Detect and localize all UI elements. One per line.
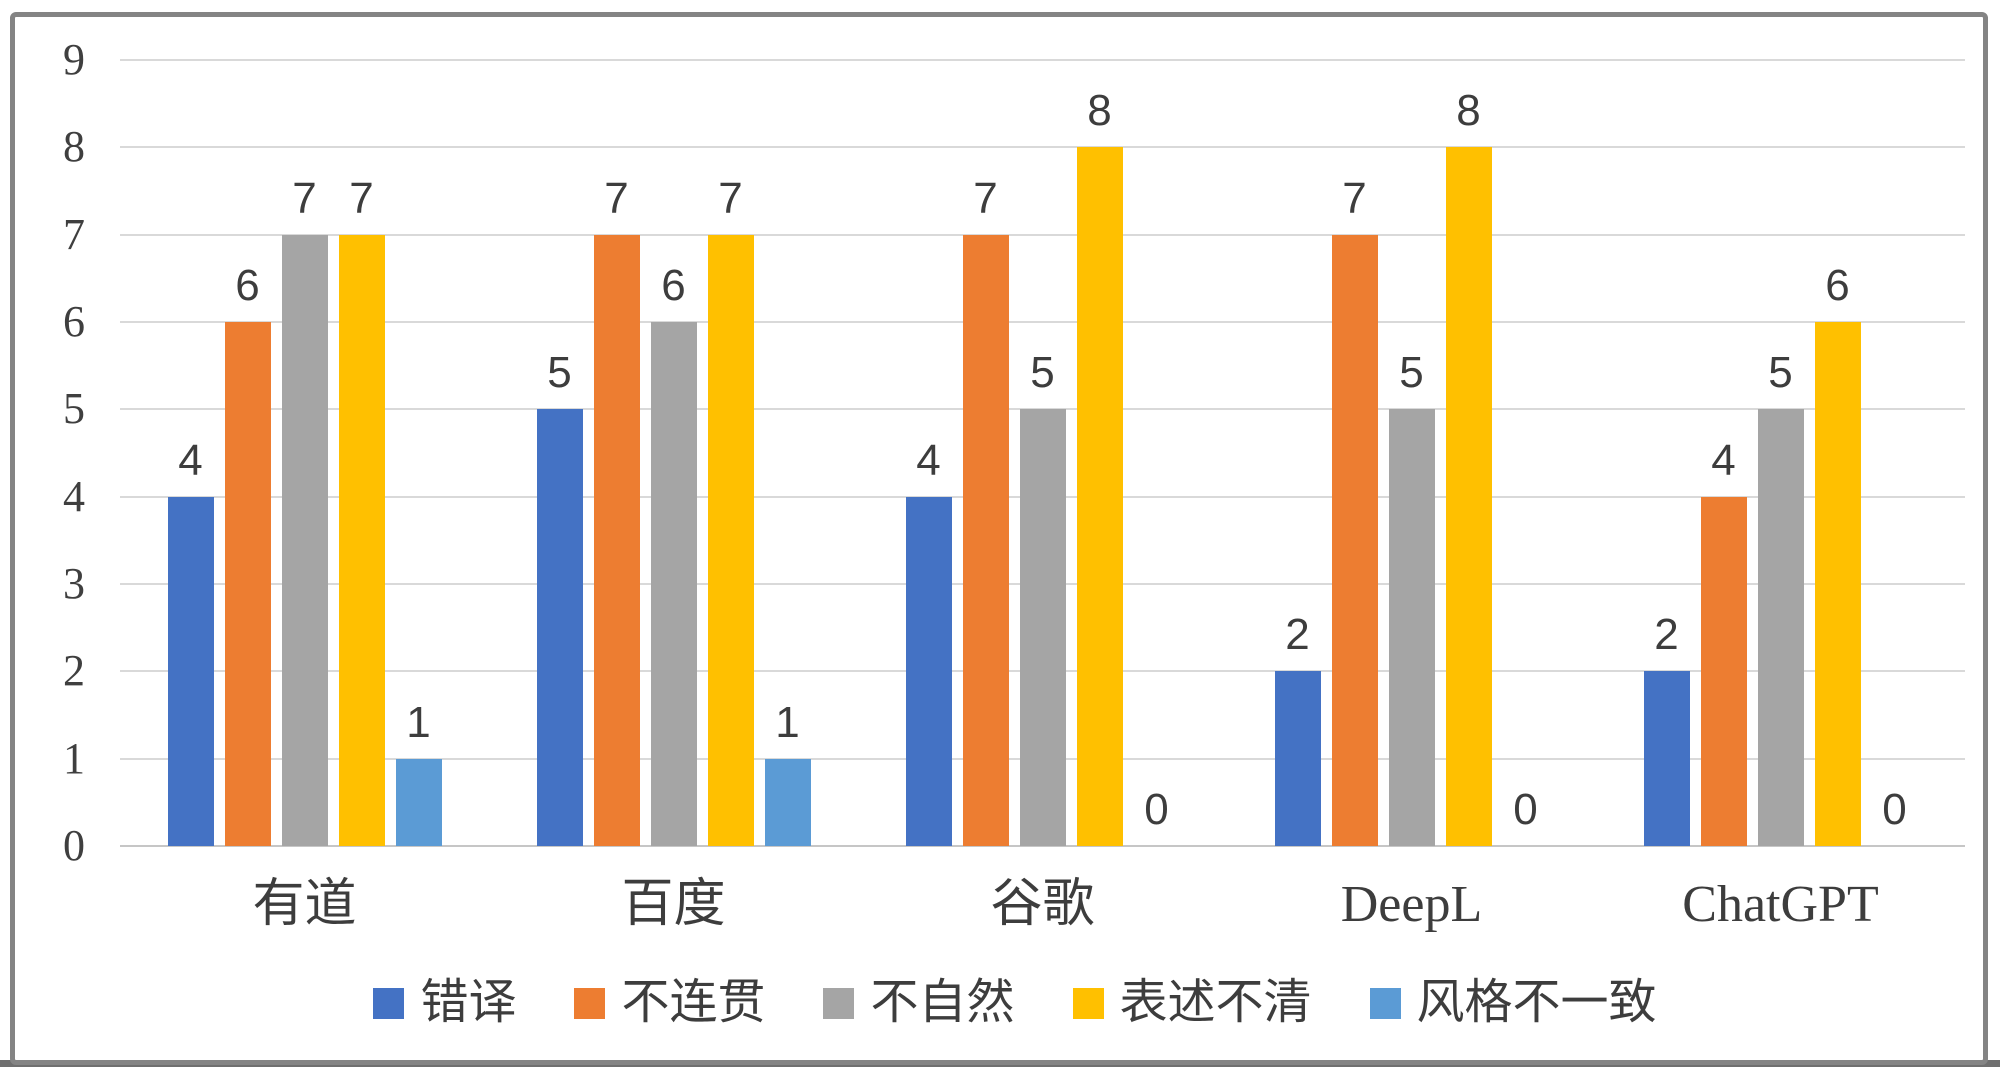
bar [1388, 409, 1435, 846]
gridline [120, 408, 1965, 411]
gridline [120, 321, 1965, 323]
y-axis-tick-label: 8 [63, 122, 85, 172]
bar-value-label: 1 [775, 697, 800, 747]
bar-value-label: 1 [406, 697, 431, 747]
legend-label: 错译 [420, 976, 517, 1029]
bar-value-label: 0 [1882, 785, 1907, 834]
bar [593, 234, 640, 846]
y-axis-tick-label: 7 [63, 209, 85, 259]
bar-value-label: 7 [718, 173, 743, 223]
legend-swatch-icon [1072, 987, 1104, 1019]
gridline [120, 233, 1965, 236]
y-axis-tick-label: 2 [63, 646, 85, 696]
gridline [120, 59, 1965, 61]
bar [1814, 322, 1861, 846]
bar-value-label: 7 [604, 173, 629, 223]
bar-value-label: 8 [1087, 86, 1112, 136]
bar [1331, 234, 1378, 846]
y-axis-tick-label: 1 [63, 733, 85, 783]
legend-swatch-icon [574, 987, 606, 1019]
bar-group: 2 7 5 8 0 [1227, 60, 1596, 846]
bar-value-label: 5 [1768, 348, 1793, 398]
category-label: 有道 [252, 876, 357, 933]
y-axis-tick-label: 5 [63, 384, 85, 434]
bar [764, 758, 811, 846]
bar-value-label: 2 [1285, 610, 1310, 660]
bar-value-label: 7 [973, 173, 998, 223]
legend-label: 表述不清 [1119, 976, 1312, 1029]
bar-value-label: 6 [235, 261, 260, 310]
legend-item: 风格不一致 [1369, 976, 1657, 1029]
legend-swatch-icon [373, 987, 405, 1019]
category-label: ChatGPT [1682, 876, 1879, 933]
bar [1019, 409, 1066, 846]
legend-swatch-icon [1369, 987, 1401, 1019]
legend: 错译 不连贯 不自然 表述不清 风格不一致 [30, 967, 2000, 1039]
legend-item: 不连贯 [574, 979, 765, 1027]
bar [536, 409, 583, 846]
bar [1700, 496, 1747, 846]
bar [1076, 147, 1123, 846]
bar [962, 234, 1009, 846]
y-axis-tick-label: 0 [63, 821, 85, 870]
bar-value-label: 4 [178, 435, 203, 485]
legend-label: 不自然 [870, 976, 1015, 1029]
bar-value-label: 5 [1030, 348, 1055, 398]
bar-value-label: 7 [1342, 173, 1367, 223]
bar [707, 234, 754, 846]
bar [1274, 671, 1321, 846]
category-label: DeepL [1340, 876, 1483, 933]
y-axis-tick-label: 4 [63, 471, 85, 521]
bar [1643, 671, 1690, 846]
category-label: 谷歌 [990, 876, 1095, 933]
bar-group: 4 7 5 8 0 [858, 60, 1227, 846]
y-axis-tick-label: 3 [63, 559, 85, 608]
gridline [120, 146, 1965, 149]
x-axis-baseline [120, 845, 1965, 847]
bar-value-label: 5 [547, 348, 572, 398]
y-axis-tick-label: 6 [63, 297, 85, 346]
bar [224, 322, 271, 846]
bar-value-label: 6 [661, 261, 686, 310]
category-label: 百度 [621, 876, 726, 933]
bar-value-label: 7 [349, 173, 374, 223]
bar [650, 322, 697, 846]
bar [1757, 409, 1804, 846]
y-axis-tick-label: 9 [63, 35, 85, 84]
bar [281, 234, 328, 846]
bar [395, 758, 442, 846]
legend-item: 不自然 [823, 976, 1015, 1029]
legend-swatch-icon [823, 987, 855, 1019]
bar [905, 496, 952, 846]
bar-value-label: 6 [1825, 261, 1850, 310]
legend-item: 表述不清 [1072, 976, 1312, 1029]
bar-value-label: 8 [1456, 86, 1481, 136]
bar [167, 496, 214, 846]
legend-item: 错译 [373, 979, 516, 1027]
bar-value-label: 0 [1513, 785, 1538, 834]
legend-label: 不连贯 [621, 976, 766, 1029]
bar [338, 234, 385, 846]
bar-value-label: 5 [1399, 348, 1424, 398]
bar-value-label: 4 [1711, 435, 1736, 485]
bar-value-label: 4 [916, 435, 941, 485]
bar-value-label: 0 [1144, 785, 1169, 834]
bar [1445, 147, 1492, 846]
bar-value-label: 2 [1654, 610, 1679, 660]
bar-value-label: 7 [292, 173, 317, 223]
legend-label: 风格不一致 [1416, 976, 1657, 1029]
